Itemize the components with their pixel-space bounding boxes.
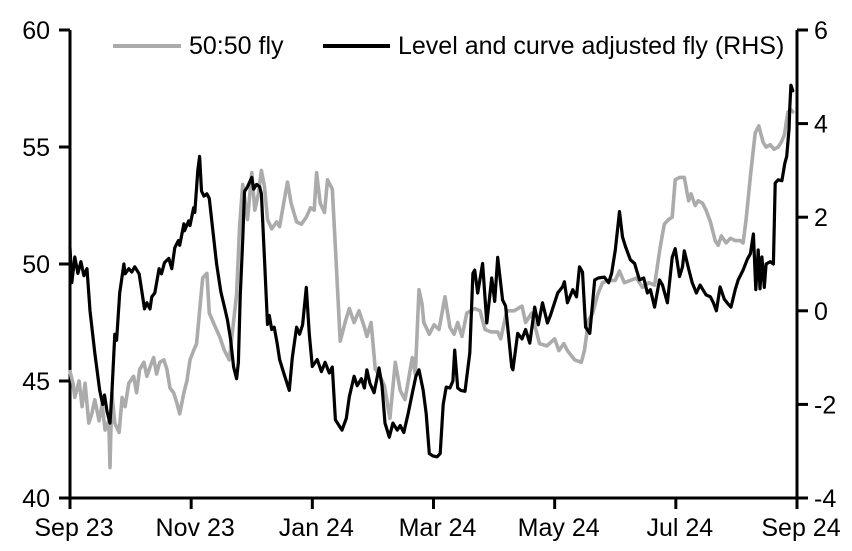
x-axis-tick-label: May 24 [518, 514, 600, 542]
left-axis-tick-label: 40 [22, 485, 50, 513]
right-axis-tick-label: 0 [814, 298, 828, 326]
x-axis-tick-label: Jul 24 [646, 514, 713, 542]
x-axis-tick-label: Jan 24 [279, 514, 354, 542]
right-axis-tick-label: -2 [814, 391, 836, 419]
series-line-50-50-fly [68, 107, 795, 470]
x-axis-tick-label: Nov 23 [156, 514, 235, 542]
right-axis-tick-label: 6 [814, 17, 828, 45]
left-axis-tick-label: 55 [22, 134, 50, 162]
x-axis-tick-label: Sep 24 [761, 514, 840, 542]
right-axis-tick-label: -4 [814, 485, 836, 513]
left-axis-tick-label: 45 [22, 368, 50, 396]
left-axis-tick-label: 60 [22, 17, 50, 45]
right-axis-tick-label: 2 [814, 204, 828, 232]
x-axis-tick-label: Mar 24 [399, 514, 477, 542]
left-axis-tick-label: 50 [22, 251, 50, 279]
right-axis-tick-label: 4 [814, 111, 828, 139]
x-axis-tick-label: Sep 23 [34, 514, 113, 542]
series-line-level-and-curve-adjusted-fly-rhs [68, 83, 795, 459]
